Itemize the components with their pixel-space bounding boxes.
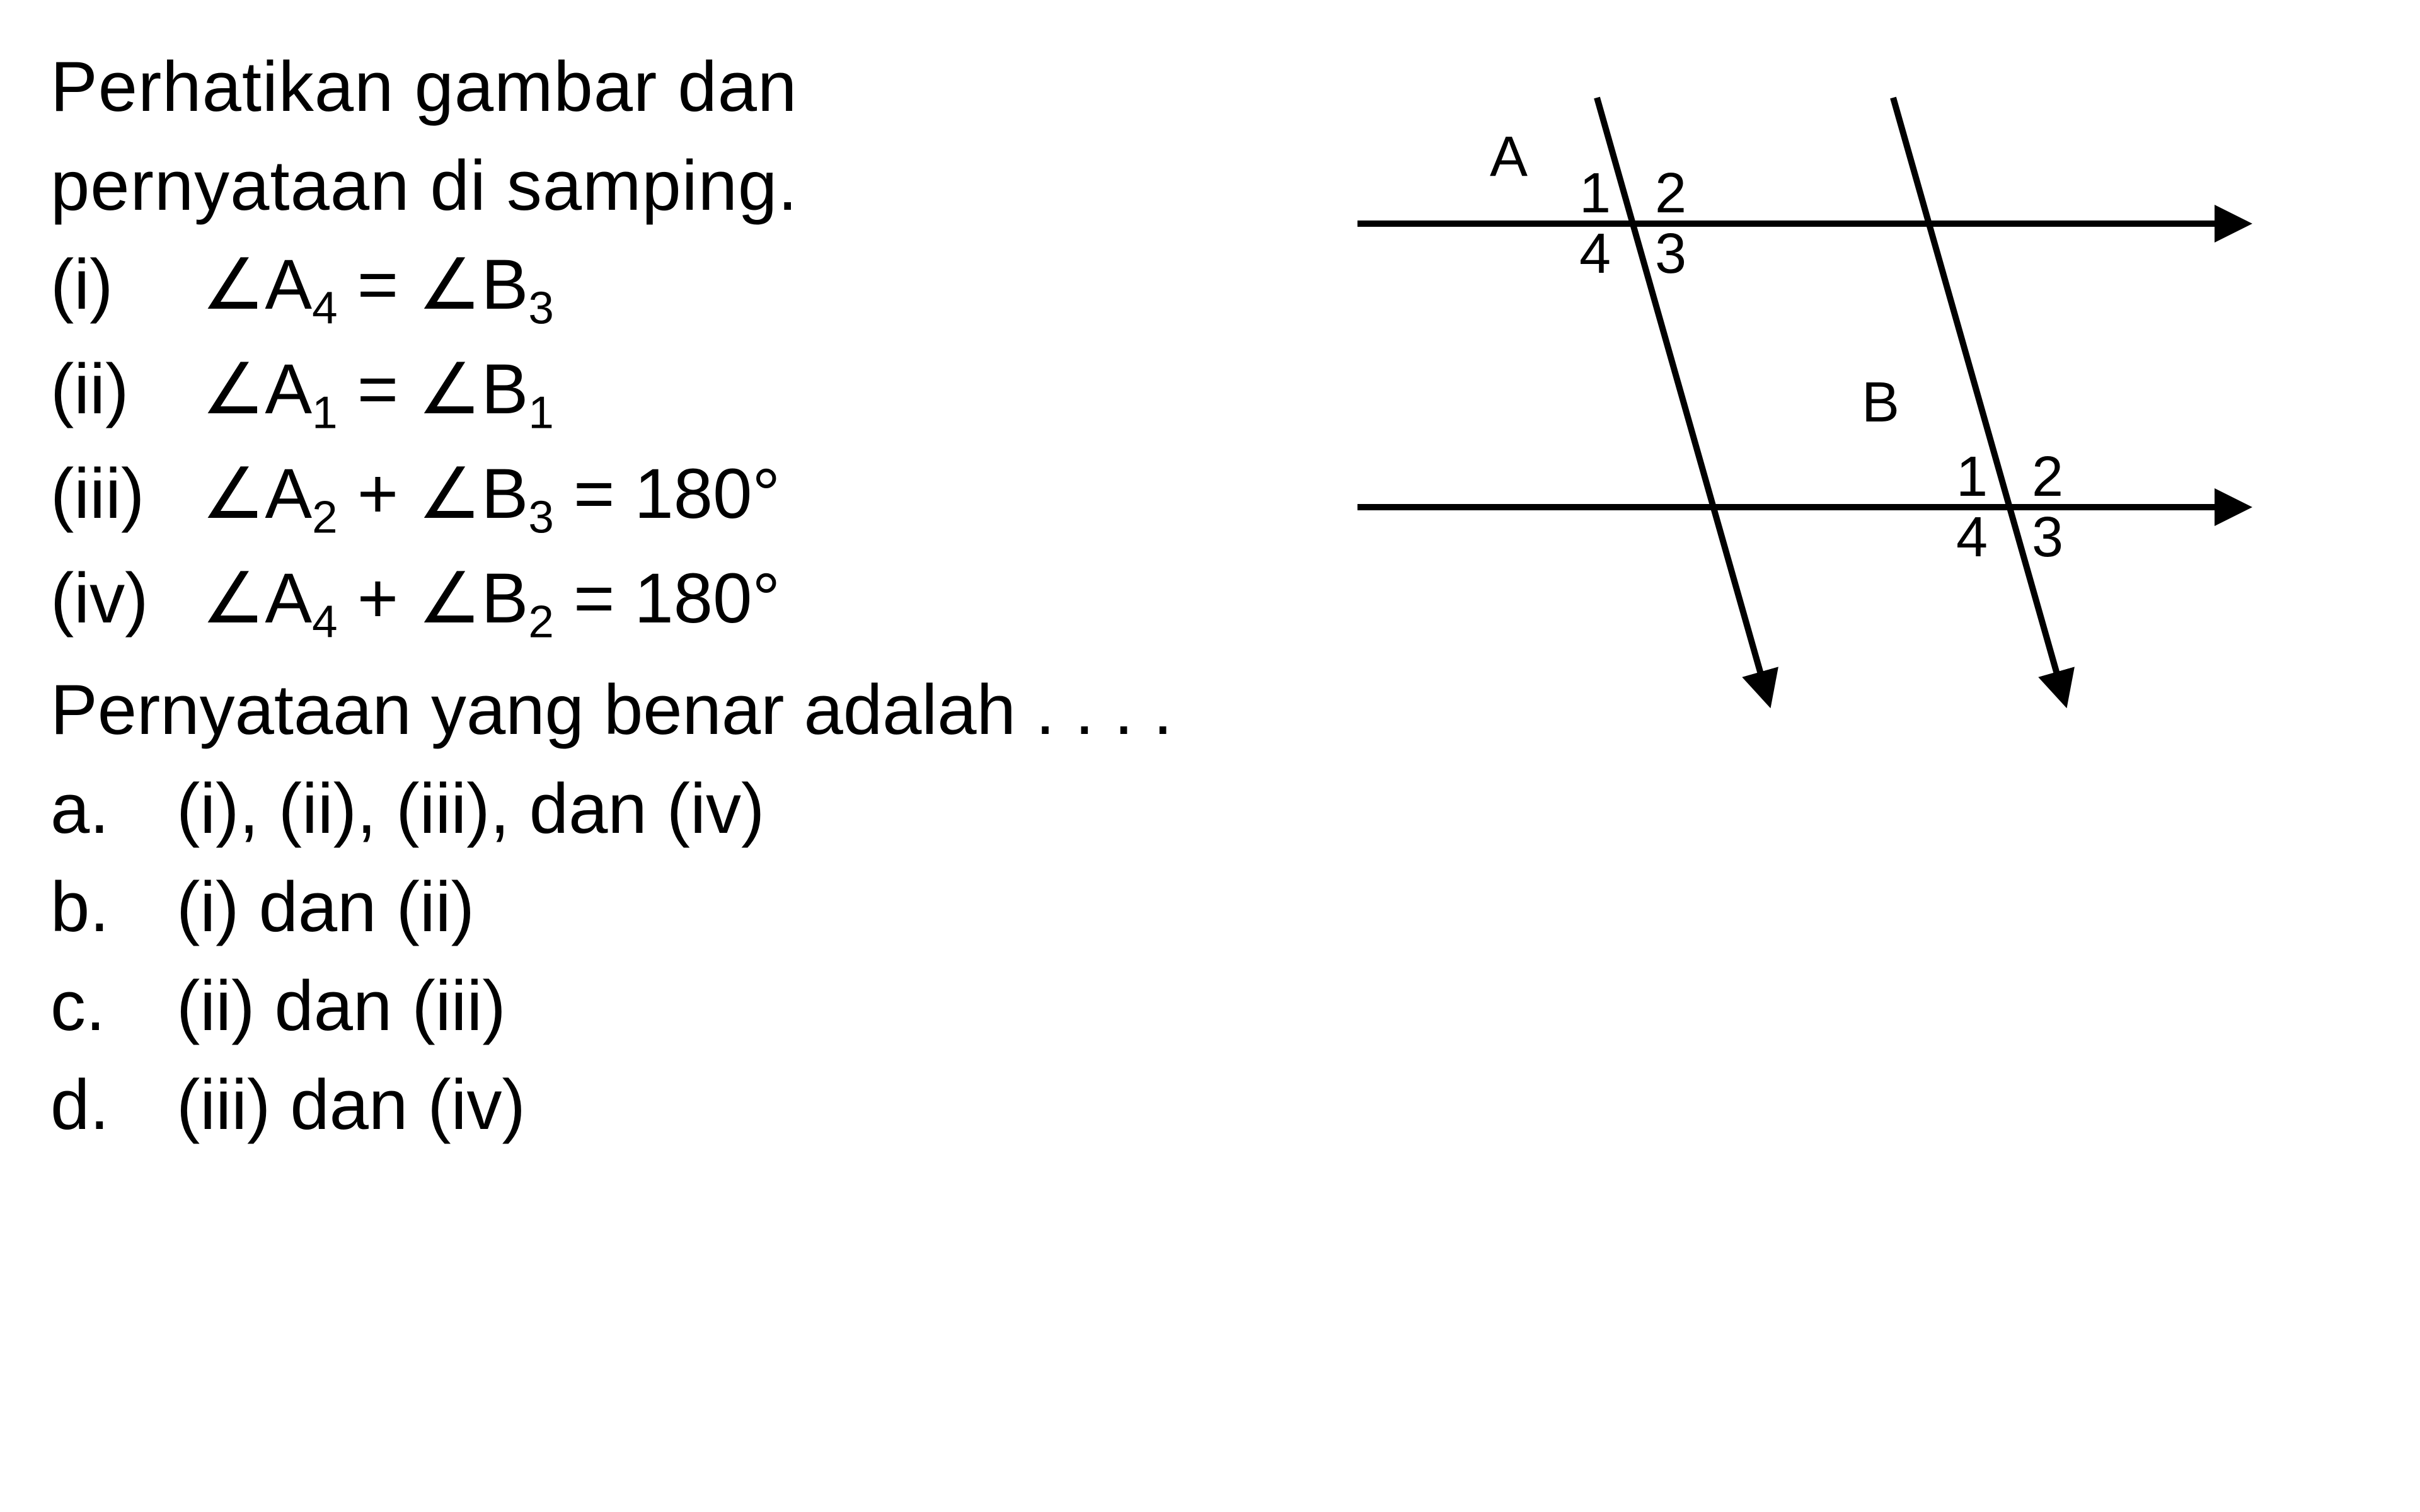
text-column: Perhatikan gambar dan pernyataan di samp…: [50, 38, 1326, 1155]
geometry-diagram: AB12341234: [1326, 50, 2271, 743]
intro-line-1: Perhatikan gambar dan: [50, 38, 1326, 137]
option-a: a. (i), (ii), (iii), dan (iv): [50, 760, 1326, 859]
svg-text:A: A: [1490, 125, 1528, 188]
roman-4: (iv): [50, 549, 202, 648]
expr-2: ∠A1 = ∠B1: [202, 340, 554, 445]
roman-2: (ii): [50, 340, 202, 439]
expr-3: ∠A2 + ∠B3 = 180°: [202, 445, 780, 549]
svg-text:B: B: [1862, 371, 1899, 434]
statement-2: (ii) ∠A1 = ∠B1: [50, 340, 1326, 445]
expr-1: ∠A4 = ∠B3: [202, 236, 554, 340]
roman-3: (iii): [50, 445, 202, 544]
option-c: c. (ii) dan (iii): [50, 957, 1326, 1056]
diagram-column: AB12341234: [1326, 38, 2370, 1155]
svg-text:2: 2: [1655, 162, 1686, 225]
svg-text:4: 4: [1956, 506, 1988, 569]
page-container: Perhatikan gambar dan pernyataan di samp…: [50, 38, 2370, 1155]
statement-1: (i) ∠A4 = ∠B3: [50, 236, 1326, 340]
svg-text:2: 2: [2032, 445, 2063, 508]
intro-line-2: pernyataan di samping.: [50, 137, 1326, 236]
svg-text:3: 3: [2032, 506, 2063, 569]
option-b: b. (i) dan (ii): [50, 858, 1326, 957]
svg-text:4: 4: [1579, 222, 1611, 285]
option-b-text: (i) dan (ii): [176, 858, 475, 957]
expr-4: ∠A4 + ∠B2 = 180°: [202, 549, 780, 654]
option-b-letter: b.: [50, 858, 176, 957]
option-d-letter: d.: [50, 1056, 176, 1155]
option-a-letter: a.: [50, 760, 176, 859]
option-c-text: (ii) dan (iii): [176, 957, 506, 1056]
option-d-text: (iii) dan (iv): [176, 1056, 526, 1155]
statement-3: (iii) ∠A2 + ∠B3 = 180°: [50, 445, 1326, 549]
svg-text:3: 3: [1655, 222, 1686, 285]
option-c-letter: c.: [50, 957, 176, 1056]
svg-text:1: 1: [1956, 445, 1988, 508]
statement-4: (iv) ∠A4 + ∠B2 = 180°: [50, 549, 1326, 654]
question-text: Pernyataan yang benar adalah . . . .: [50, 661, 1326, 760]
option-d: d. (iii) dan (iv): [50, 1056, 1326, 1155]
option-a-text: (i), (ii), (iii), dan (iv): [176, 760, 764, 859]
svg-text:1: 1: [1579, 162, 1611, 225]
roman-1: (i): [50, 236, 202, 335]
